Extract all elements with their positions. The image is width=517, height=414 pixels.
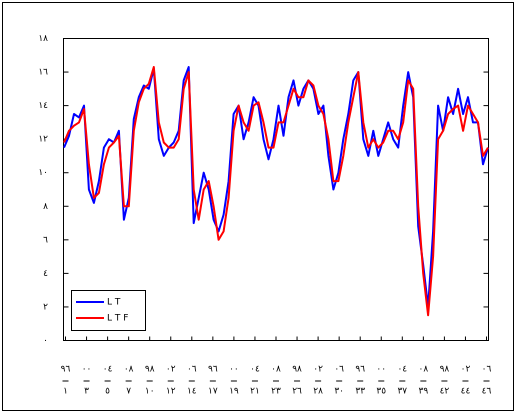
x-tick-label: ٠٤ [397, 365, 407, 375]
x-tick-label: ٧ [126, 387, 131, 397]
x-tick-label: ٠٢ [166, 365, 176, 375]
x-tick-label: ٢١ [250, 387, 260, 397]
x-tick-label: ١٢ [166, 387, 176, 397]
x-tick-label: ٩٨ [292, 365, 302, 375]
y-tick-label: ١٦ [38, 68, 48, 78]
y-tick-label: ١٢ [38, 135, 48, 145]
x-tick-label: ٠٦ [482, 365, 492, 375]
x-tick-label: ١٤ [187, 387, 197, 397]
y-tick-label: ١٨ [38, 34, 48, 44]
x-tick-label: ١٠ [145, 387, 155, 397]
y-tick-label: ٨ [43, 202, 48, 212]
y-tick-label: ١٤ [38, 101, 48, 111]
y-tick-label: ١٠ [38, 168, 48, 178]
x-tick-label: ٤٦ [482, 387, 492, 397]
legend-label: L T [107, 298, 121, 308]
x-tick-label: ٠٦ [334, 365, 344, 375]
x-tick-label: ٠٦ [187, 365, 197, 375]
x-tick-label: ٥ [105, 387, 110, 397]
legend-box [71, 290, 146, 331]
x-tick-label: ٤٢ [440, 387, 450, 397]
x-tick-label: ٩٦ [355, 365, 365, 375]
y-tick-label: ٤ [43, 269, 48, 279]
x-tick-label: ٩٦ [208, 365, 218, 375]
x-tick-label: ٠٨ [124, 365, 134, 375]
x-tick-label: ٠٠ [376, 365, 386, 375]
x-tick-label: ٠٨ [419, 365, 429, 375]
x-tick-label: ٩٨ [440, 365, 450, 375]
series-line [63, 66, 489, 317]
x-tick-label: ٠٠ [82, 365, 92, 375]
x-tick-label: ٠٢ [461, 365, 471, 375]
y-tick-label: ٢ [43, 302, 48, 312]
x-tick-label: ٢٦ [292, 387, 302, 397]
x-tick-label: ٠٢ [313, 365, 323, 375]
x-tick-label: ٠٨ [271, 365, 281, 375]
y-tick-label: ٦ [43, 235, 48, 245]
x-tick-label: ٩٨ [145, 365, 155, 375]
x-tick-label: ١٧ [208, 387, 218, 397]
x-tick-label: ٣٠ [334, 387, 344, 397]
y-tick-label: ٠ [43, 336, 48, 346]
series-line [63, 66, 489, 308]
x-tick-label: ٣٥ [376, 387, 386, 397]
x-tick-label: ٤٤ [461, 387, 471, 397]
x-tick-label: ٢٣ [271, 387, 281, 397]
x-tick-label: ٠٤ [103, 365, 113, 375]
x-tick-label: ٩٦ [61, 365, 71, 375]
x-tick-label: ٠٤ [250, 365, 260, 375]
x-tick-label: ٣ [84, 387, 89, 397]
outer-frame [2, 2, 514, 411]
x-tick-label: ١ [63, 387, 68, 397]
x-tick-label: ١٩ [229, 387, 239, 397]
legend-label: L T F [107, 314, 128, 324]
x-tick-label: ٣٣ [355, 387, 365, 397]
x-tick-label: ٢٨ [313, 387, 323, 397]
x-tick-label: ٣٩ [419, 387, 429, 397]
x-tick-label: ٠٠ [229, 365, 239, 375]
x-tick-label: ٣٧ [397, 387, 407, 397]
